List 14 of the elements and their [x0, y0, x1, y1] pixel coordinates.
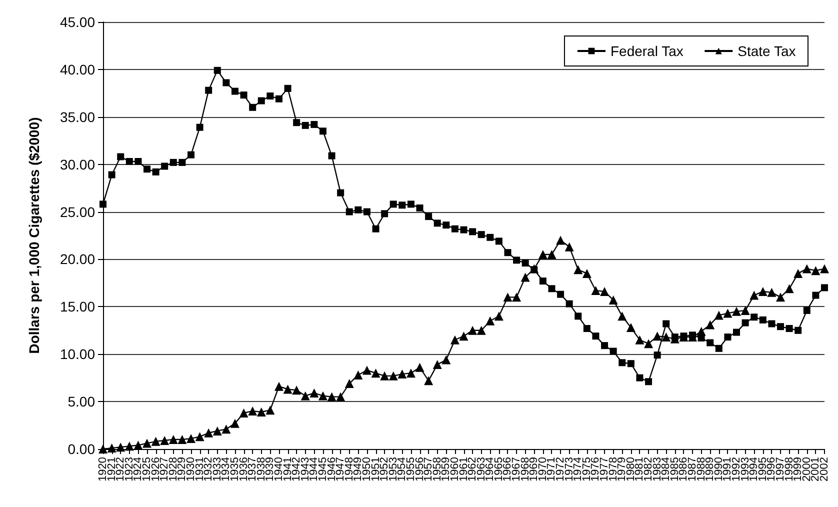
- y-tick-label: 30.00: [60, 156, 96, 172]
- y-tick-label: 5.00: [68, 394, 96, 410]
- y-tick-label: 20.00: [60, 251, 96, 268]
- legend-label: Federal Tax: [610, 43, 684, 59]
- y-tick-label: 45.00: [60, 14, 96, 30]
- y-tick-label: 0.00: [68, 441, 96, 457]
- y-tick-label: 35.00: [60, 108, 96, 125]
- y-tick-label: 25.00: [60, 204, 96, 220]
- y-tick-label: 15.00: [60, 298, 96, 315]
- y-tick-label: 10.00: [60, 346, 96, 362]
- x-tick-label: 2002: [818, 457, 830, 482]
- y-axis-title: Dollars per 1,000 Cigarettes ($2000): [26, 117, 42, 354]
- legend-label: State Tax: [738, 43, 796, 59]
- y-tick-label: 40.00: [60, 61, 96, 78]
